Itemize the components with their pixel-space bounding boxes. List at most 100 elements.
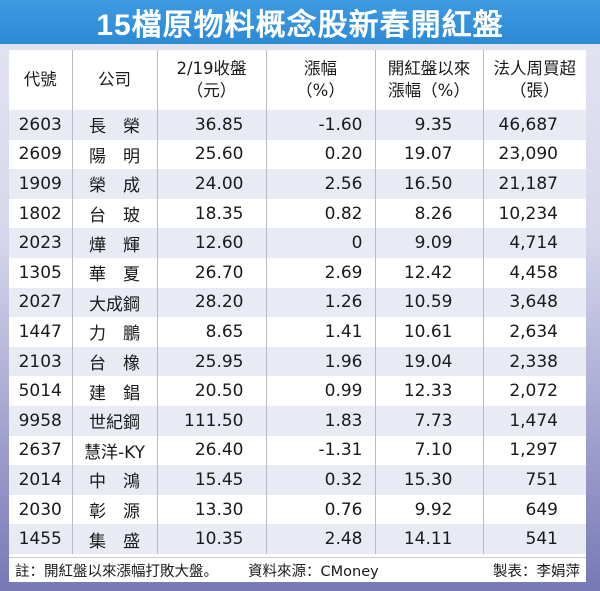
cell-company: 彰 源 bbox=[71, 494, 158, 525]
table-row: 2030 彰 源 13.30 0.76 9.92 649 bbox=[9, 494, 586, 525]
cell-close: 26.70 bbox=[156, 257, 267, 288]
table-row: 2637 慧洋-KY 26.40 -1.31 7.10 1,297 bbox=[9, 435, 586, 466]
cell-change: 0.32 bbox=[265, 465, 376, 495]
cell-company: 大成鋼 bbox=[71, 287, 158, 318]
cell-close: 18.35 bbox=[156, 198, 267, 229]
cell-company: 世紀鋼 bbox=[71, 405, 158, 436]
header-since-open: 開紅盤以來 漲幅（%） bbox=[374, 50, 484, 110]
cell-company: 長 榮 bbox=[71, 110, 158, 140]
cell-net-buy: 46,687 bbox=[482, 110, 586, 140]
cell-close: 12.60 bbox=[156, 228, 267, 258]
table-row: 2609 陽 明 25.60 0.20 19.07 23,090 bbox=[9, 139, 586, 170]
cell-net-buy: 751 bbox=[482, 465, 586, 495]
cell-code: 1305 bbox=[9, 257, 73, 288]
cell-change: -1.31 bbox=[265, 435, 376, 466]
cell-net-buy: 1,474 bbox=[482, 405, 586, 436]
cell-net-buy: 3,648 bbox=[482, 287, 586, 318]
cell-code: 2014 bbox=[9, 465, 73, 495]
table-row: 1909 榮 成 24.00 2.56 16.50 21,187 bbox=[9, 169, 586, 199]
cell-since-open: 9.35 bbox=[374, 110, 484, 140]
cell-since-open: 14.11 bbox=[374, 524, 484, 554]
cell-code: 1455 bbox=[9, 524, 73, 554]
cell-net-buy: 649 bbox=[482, 494, 586, 525]
cell-since-open: 7.10 bbox=[374, 435, 484, 466]
table-row: 5014 建 錩 20.50 0.99 12.33 2,072 bbox=[9, 376, 586, 406]
cell-change: -1.60 bbox=[265, 110, 376, 140]
cell-net-buy: 23,090 bbox=[482, 139, 586, 170]
cell-since-open: 8.26 bbox=[374, 198, 484, 229]
cell-code: 1802 bbox=[9, 198, 73, 229]
cell-close: 36.85 bbox=[156, 110, 267, 140]
cell-company: 陽 明 bbox=[71, 139, 158, 170]
cell-company: 力 鵬 bbox=[71, 317, 158, 347]
cell-code: 5014 bbox=[9, 376, 73, 406]
cell-close: 111.50 bbox=[156, 405, 267, 436]
cell-net-buy: 2,634 bbox=[482, 317, 586, 347]
header-change: 漲幅 （%） bbox=[265, 50, 376, 110]
cell-company: 華 夏 bbox=[71, 257, 158, 288]
cell-close: 24.00 bbox=[156, 169, 267, 199]
cell-since-open: 9.92 bbox=[374, 494, 484, 525]
table-row: 2603 長 榮 36.85 -1.60 9.35 46,687 bbox=[9, 110, 586, 140]
cell-close: 20.50 bbox=[156, 376, 267, 406]
cell-close: 25.95 bbox=[156, 346, 267, 377]
header-close: 2/19收盤 （元） bbox=[156, 50, 267, 110]
cell-company: 燁 輝 bbox=[71, 228, 158, 258]
cell-net-buy: 4,714 bbox=[482, 228, 586, 258]
cell-code: 9958 bbox=[9, 405, 73, 436]
cell-since-open: 10.61 bbox=[374, 317, 484, 347]
cell-company: 集 盛 bbox=[71, 524, 158, 554]
cell-code: 2637 bbox=[9, 435, 73, 466]
table-row: 1447 力 鵬 8.65 1.41 10.61 2,634 bbox=[9, 317, 586, 347]
cell-change: 2.56 bbox=[265, 169, 376, 199]
table-row: 2103 台 橡 25.95 1.96 19.04 2,338 bbox=[9, 346, 586, 377]
cell-change: 1.83 bbox=[265, 405, 376, 436]
cell-close: 26.40 bbox=[156, 435, 267, 466]
cell-change: 1.41 bbox=[265, 317, 376, 347]
header-company: 公司 bbox=[71, 50, 158, 110]
cell-close: 8.65 bbox=[156, 317, 267, 347]
cell-close: 15.45 bbox=[156, 465, 267, 495]
cell-net-buy: 1,297 bbox=[482, 435, 586, 466]
cell-change: 0.99 bbox=[265, 376, 376, 406]
page-title: 15檔原物料概念股新春開紅盤 bbox=[0, 0, 600, 44]
cell-code: 2103 bbox=[9, 346, 73, 377]
cell-close: 28.20 bbox=[156, 287, 267, 318]
table-row: 1802 台 玻 18.35 0.82 8.26 10,234 bbox=[9, 198, 586, 229]
cell-close: 10.35 bbox=[156, 524, 267, 554]
table-row: 1305 華 夏 26.70 2.69 12.42 4,458 bbox=[9, 257, 586, 288]
cell-code: 2030 bbox=[9, 494, 73, 525]
cell-since-open: 19.07 bbox=[374, 139, 484, 170]
footer-source: 資料來源：CMoney bbox=[248, 563, 379, 580]
cell-code: 2603 bbox=[9, 110, 73, 140]
cell-since-open: 9.09 bbox=[374, 228, 484, 258]
cell-net-buy: 10,234 bbox=[482, 198, 586, 229]
table-row: 2014 中 鴻 15.45 0.32 15.30 751 bbox=[9, 465, 586, 495]
cell-code: 1909 bbox=[9, 169, 73, 199]
cell-company: 台 橡 bbox=[71, 346, 158, 377]
cell-change: 1.26 bbox=[265, 287, 376, 318]
table-header-row: 代號 公司 2/19收盤 （元） 漲幅 （%） 開紅盤以來 漲幅（%） 法人周買超 （張… bbox=[9, 50, 586, 110]
cell-company: 慧洋-KY bbox=[71, 435, 158, 466]
cell-company: 榮 成 bbox=[71, 169, 158, 199]
cell-change: 0 bbox=[265, 228, 376, 258]
cell-since-open: 7.73 bbox=[374, 405, 484, 436]
cell-change: 2.48 bbox=[265, 524, 376, 554]
footer: 註：開紅盤以來漲幅打敗大盤。 資料來源：CMoney 製表：李娟萍 bbox=[9, 557, 586, 582]
cell-net-buy: 4,458 bbox=[482, 257, 586, 288]
cell-change: 0.20 bbox=[265, 139, 376, 170]
cell-company: 中 鴻 bbox=[71, 465, 158, 495]
cell-change: 0.76 bbox=[265, 494, 376, 525]
header-code: 代號 bbox=[9, 50, 73, 110]
table-row: 2027 大成鋼 28.20 1.26 10.59 3,648 bbox=[9, 287, 586, 318]
cell-company: 建 錩 bbox=[71, 376, 158, 406]
cell-code: 2027 bbox=[9, 287, 73, 318]
cell-change: 1.96 bbox=[265, 346, 376, 377]
cell-since-open: 12.42 bbox=[374, 257, 484, 288]
cell-code: 2023 bbox=[9, 228, 73, 258]
cell-net-buy: 541 bbox=[482, 524, 586, 554]
footer-author: 製表：李娟萍 bbox=[493, 563, 580, 580]
table-row: 2023 燁 輝 12.60 0 9.09 4,714 bbox=[9, 228, 586, 258]
cell-change: 0.82 bbox=[265, 198, 376, 229]
cell-close: 13.30 bbox=[156, 494, 267, 525]
